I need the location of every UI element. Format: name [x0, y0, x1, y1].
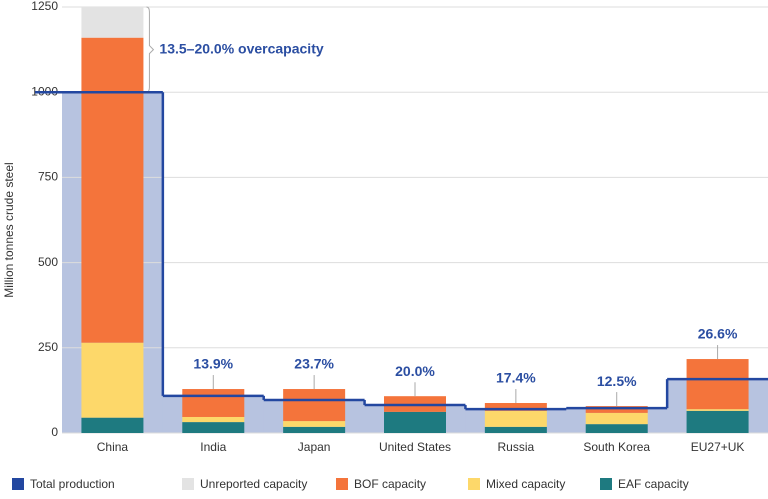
bar-segment [182, 422, 245, 433]
x-tick-label: United States [379, 440, 451, 454]
bar-segment [182, 416, 245, 423]
bar-segment [182, 389, 245, 417]
bar-segment [81, 342, 144, 418]
bar-segment [686, 410, 749, 433]
y-axis-label: Million tonnes crude steel [2, 162, 16, 297]
y-tick-label: 250 [38, 340, 58, 354]
bar-segment [484, 426, 547, 433]
x-tick-label: India [200, 440, 226, 454]
bar-segment [283, 389, 346, 422]
legend-label: Mixed capacity [486, 477, 565, 491]
legend-swatch [468, 478, 480, 490]
bar-segment [283, 426, 346, 433]
overcapacity-label: 13.5–20.0% overcapacity [159, 40, 323, 56]
legend-swatch [600, 478, 612, 490]
legend-label: Total production [30, 477, 115, 491]
y-tick-label: 500 [38, 255, 58, 269]
legend-swatch [336, 478, 348, 490]
x-tick-label: China [97, 440, 129, 454]
bar-segment [686, 359, 749, 410]
bar-segment [81, 417, 144, 433]
bar-segment [585, 412, 648, 425]
brace [146, 6, 155, 93]
overcapacity-label: 23.7% [294, 356, 334, 372]
x-tick-label: Russia [498, 440, 535, 454]
bar-segment [384, 411, 446, 433]
bar-segment [585, 406, 648, 413]
legend-label: Unreported capacity [200, 477, 307, 491]
legend-swatch [12, 478, 24, 490]
overcapacity-label: 17.4% [496, 370, 536, 386]
overcapacity-label: 20.0% [395, 363, 435, 379]
bar-segment [484, 403, 547, 411]
y-tick-label: 0 [51, 425, 58, 439]
bar-segment [283, 421, 346, 427]
bar-segment [686, 409, 749, 411]
y-tick-label: 1250 [31, 0, 58, 13]
legend-label: BOF capacity [354, 477, 426, 491]
legend-label: EAF capacity [618, 477, 689, 491]
y-tick-label: 750 [38, 170, 58, 184]
bar-segment [81, 7, 144, 38]
x-tick-label: Japan [298, 440, 331, 454]
bar-segment [81, 37, 144, 343]
overcapacity-label: 13.9% [193, 356, 233, 372]
bar-segment [585, 424, 648, 433]
legend-swatch [182, 478, 194, 490]
x-tick-label: South Korea [583, 440, 650, 454]
overcapacity-label: 26.6% [698, 326, 738, 342]
bar-segment [484, 410, 547, 427]
overcapacity-label: 12.5% [597, 373, 637, 389]
x-tick-label: EU27+UK [691, 440, 745, 454]
